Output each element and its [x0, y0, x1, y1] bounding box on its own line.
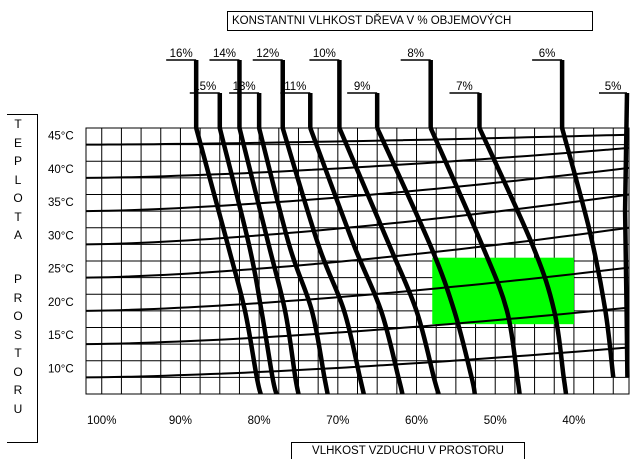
y-axis-label-letter: O — [13, 191, 23, 205]
y-axis-label-letter: R — [13, 383, 23, 398]
temperature-curve — [85, 166, 630, 213]
x-tick-label: 60% — [405, 415, 428, 427]
y-tick-label: 30°C — [48, 230, 74, 242]
y-axis-label-letter: T — [14, 209, 22, 224]
x-tick-label: 50% — [484, 415, 507, 427]
plot-frame — [85, 127, 630, 395]
y-tick-label: 25°C — [48, 264, 74, 276]
temperature-curve — [85, 306, 630, 346]
temperature-curve — [85, 133, 630, 146]
temperature-curve — [85, 266, 630, 312]
x-axis-label: VLHKOST VZDUCHU V PROSTORU — [291, 442, 525, 459]
moisture-label: 13% — [233, 81, 256, 93]
y-tick-label: 20°C — [48, 297, 74, 309]
y-axis-label-letter: T — [14, 117, 22, 131]
wood-moisture-curve — [337, 127, 441, 395]
wood-moisture-curve — [217, 127, 279, 395]
moisture-label: 5% — [605, 81, 622, 93]
y-axis-label-letter: A — [13, 228, 22, 242]
y-axis-label-letter: S — [13, 327, 22, 342]
y-axis-label-letter: O — [13, 364, 23, 379]
moisture-label: 10% — [313, 48, 336, 60]
y-axis-label-letter: R — [13, 290, 23, 305]
x-tick-label: 40% — [562, 415, 585, 427]
y-axis-label-letter: P — [13, 154, 22, 168]
chart-labels: 45°C 40°C 35°C 30°C 25°C 20°C 15°C 10°C 16% 15% 14… — [48, 48, 627, 427]
wood-moisture-curve — [256, 127, 330, 395]
moisture-label: 6% — [539, 48, 556, 60]
moisture-label: 16% — [170, 48, 193, 60]
wood-moisture-curve — [194, 127, 263, 395]
y-axis-label-letter: T — [14, 346, 22, 361]
x-tick-label: 70% — [326, 415, 349, 427]
moisture-label: 14% — [213, 48, 236, 60]
y-tick-label: 45°C — [48, 131, 74, 143]
wood-moisture-curve — [622, 211, 630, 378]
moisture-curve-extension — [622, 92, 630, 212]
moisture-label: 12% — [256, 48, 279, 60]
wood-moisture-curve — [280, 127, 366, 395]
y-tick-label: 35°C — [48, 197, 74, 209]
y-axis-label-letter: O — [13, 309, 23, 324]
y-tick-label: 15°C — [48, 330, 74, 342]
y-axis-label-letter: U — [13, 401, 23, 416]
x-tick-label: 80% — [248, 415, 271, 427]
y-axis-label-letter: E — [13, 135, 22, 150]
wood-moisture-curve — [559, 127, 616, 378]
x-tick-label: 100% — [87, 415, 116, 427]
wood-moisture-curve — [477, 127, 569, 395]
moisture-label: 15% — [193, 81, 216, 93]
wood-moisture-curve — [308, 127, 405, 395]
wood-moisture-curve — [237, 127, 301, 395]
moisture-curves — [193, 60, 630, 395]
moisture-label: 8% — [407, 48, 424, 60]
moisture-label: 9% — [354, 81, 371, 93]
wood-moisture-curve — [428, 127, 522, 395]
wood-moisture-curve — [375, 127, 478, 395]
y-tick-label: 40°C — [48, 164, 74, 176]
x-tick-label: 90% — [169, 415, 192, 427]
temperature-curve — [85, 193, 630, 246]
y-tick-label: 10°C — [48, 363, 74, 375]
chart-title: KONSTANTNI VLHKOST DŘEVA V % OBJEMOVÝCH — [227, 11, 593, 31]
moisture-label: 11% — [284, 81, 306, 93]
y-axis-label-letter: P — [13, 272, 22, 287]
y-axis-label-letter: L — [14, 172, 22, 187]
moisture-label: 7% — [456, 81, 473, 93]
